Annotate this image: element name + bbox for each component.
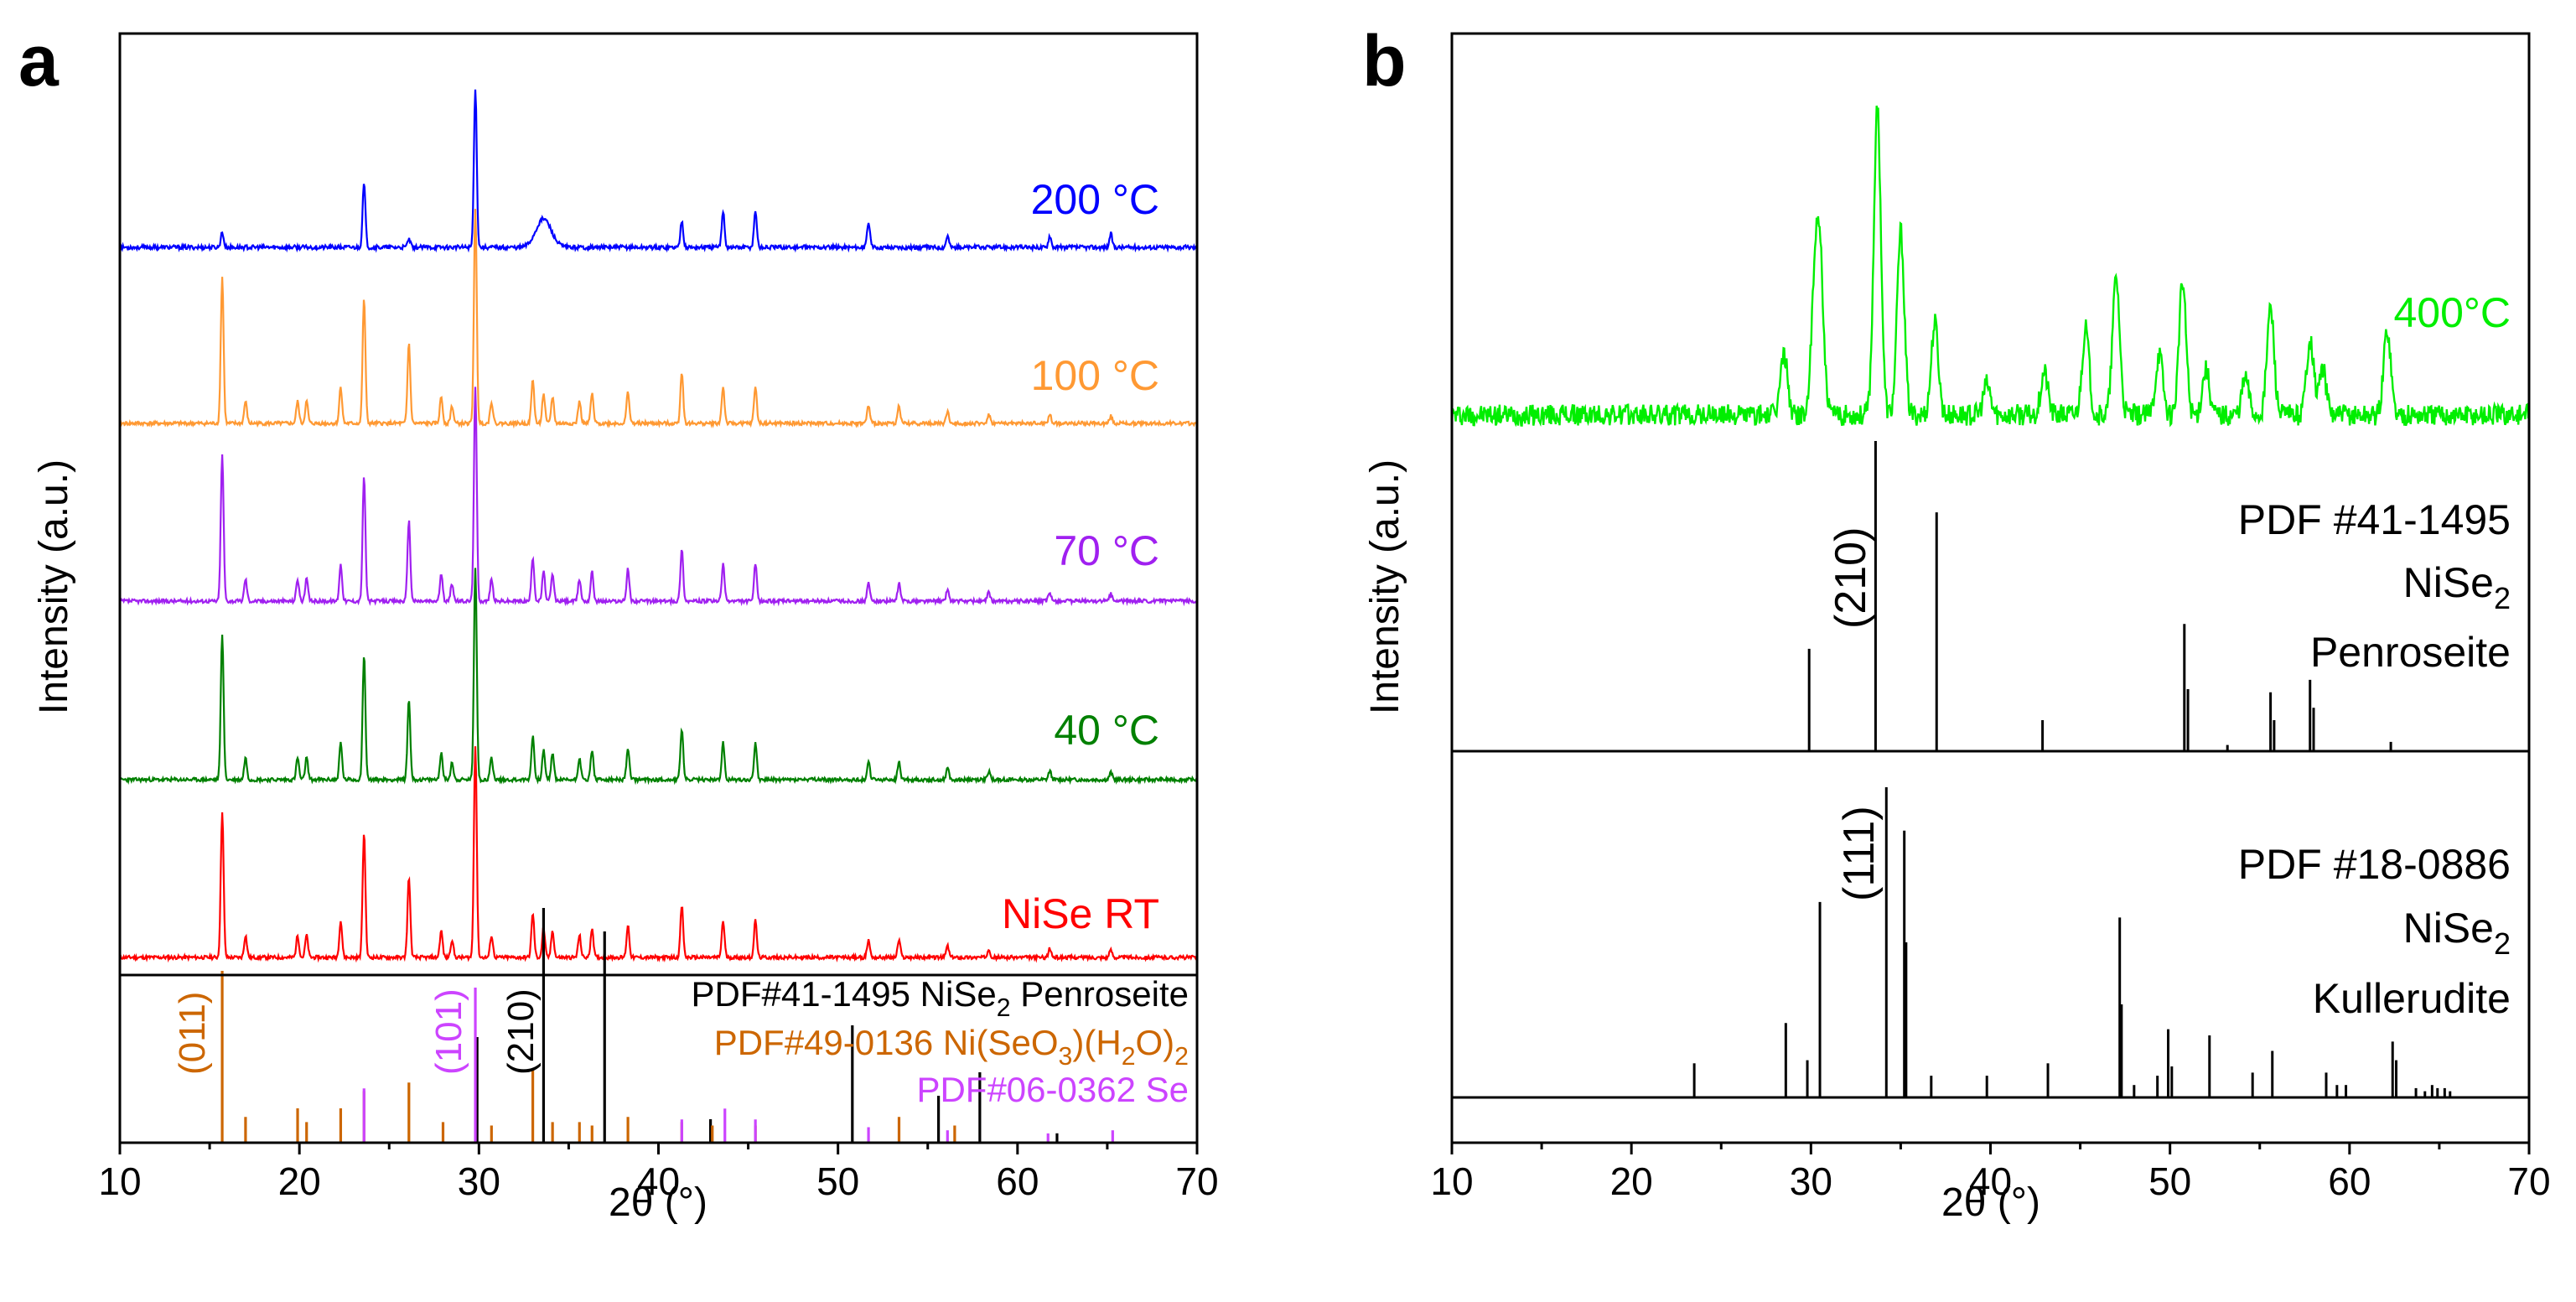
label-ref-penroseite-b-line2: NiSe2 xyxy=(2403,559,2511,615)
b-tick-label-40: 40 xyxy=(1969,1159,2012,1203)
panel-a-traces xyxy=(118,89,1199,963)
panel-b-traces xyxy=(1450,105,2531,428)
panel-a-x-axis-title: 2θ (°) xyxy=(609,1180,707,1225)
label-100C: 100 °C xyxy=(1031,352,1159,399)
panel-b: b 10 20 30 40 50 60 70 2θ (°) Intensity (a.u.)… xyxy=(1362,21,2551,1225)
label-200C: 200 °C xyxy=(1031,176,1159,223)
trace-100C xyxy=(119,209,1198,429)
panel-b-x-ticks: 10 20 30 40 50 60 70 xyxy=(1430,1143,2551,1203)
label-ref-nickel-selenite: PDF#49-0136 Ni(SeO3)(H2O)2 xyxy=(714,1023,1189,1071)
a-tick-label-40: 40 xyxy=(637,1159,680,1203)
label-nise-rt: NiSe RT xyxy=(1002,890,1159,937)
a-tick-label-10: 10 xyxy=(98,1159,141,1203)
label-70C: 70 °C xyxy=(1054,527,1159,574)
label-ref-penroseite-b-line1: PDF #41-1495 xyxy=(2238,496,2511,543)
hkl-101: (101) xyxy=(428,988,469,1075)
panel-b-y-axis-title: Intensity (a.u.) xyxy=(1363,459,1407,714)
b-tick-label-10: 10 xyxy=(1430,1159,1473,1203)
label-ref-penroseite-b-line3: Penroseite xyxy=(2310,629,2511,676)
label-400C: 400°C xyxy=(2393,289,2511,336)
a-tick-label-30: 30 xyxy=(458,1159,500,1203)
b-tick-label-70: 70 xyxy=(2507,1159,2550,1203)
hkl-011: (011) xyxy=(172,992,213,1075)
trace-200C xyxy=(119,89,1198,253)
b-tick-label-50: 50 xyxy=(2148,1159,2191,1203)
label-40C: 40 °C xyxy=(1054,707,1159,754)
label-ref-kullerudite-line2: NiSe2 xyxy=(2403,905,2511,961)
label-ref-kullerudite-line3: Kullerudite xyxy=(2313,975,2511,1022)
panel-b-letter: b xyxy=(1362,21,1407,101)
hkl-111: (111) xyxy=(1835,806,1884,901)
panel-a: a 10 20 30 40 50 60 70 2θ (°) Intensity (a.u.)… xyxy=(18,21,1219,1225)
trace-40C xyxy=(118,568,1199,786)
panel-a-letter: a xyxy=(18,21,60,101)
b-tick-label-20: 20 xyxy=(1610,1159,1653,1203)
panel-b-x-axis-title: 2θ (°) xyxy=(1941,1180,2040,1225)
panel-a-x-ticks: 10 20 30 40 50 60 70 xyxy=(98,1143,1219,1203)
a-tick-label-70: 70 xyxy=(1175,1159,1218,1203)
label-ref-kullerudite-line1: PDF #18-0886 xyxy=(2238,841,2511,888)
hkl-210-b: (210) xyxy=(1827,527,1875,629)
b-tick-label-30: 30 xyxy=(1790,1159,1832,1203)
hkl-210-a: (210) xyxy=(500,988,542,1075)
trace-nise-rt xyxy=(119,746,1198,963)
a-tick-label-60: 60 xyxy=(996,1159,1039,1203)
label-ref-penroseite-a: PDF#41-1495 NiSe2 Penroseite xyxy=(692,974,1190,1022)
trace-400C xyxy=(1450,105,2531,428)
a-tick-label-20: 20 xyxy=(278,1159,321,1203)
a-tick-label-50: 50 xyxy=(816,1159,859,1203)
label-ref-selenium: PDF#06-0362 Se xyxy=(916,1070,1189,1109)
panel-a-y-axis-title: Intensity (a.u.) xyxy=(32,459,76,714)
b-tick-label-60: 60 xyxy=(2328,1159,2371,1203)
trace-70C xyxy=(119,386,1199,607)
panel-a-reference-sticks xyxy=(220,908,1114,1143)
